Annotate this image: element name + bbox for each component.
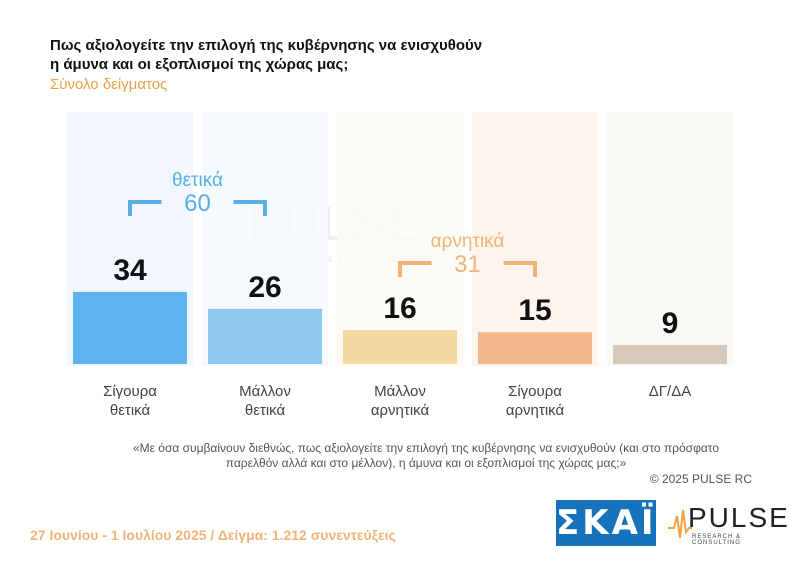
bar-value-label: 16: [383, 292, 416, 325]
pulse-logo: PULSE RESEARCH & CONSULTING: [668, 502, 788, 548]
category-label: ΔΓ/ΔΑ: [649, 383, 691, 400]
bar: [73, 291, 187, 364]
group-label: αρνητικά: [431, 231, 505, 252]
pulse-logo-sub: RESEARCH & CONSULTING: [692, 534, 742, 546]
pulse-wave-icon: [668, 509, 692, 539]
note-line-1: «Με όσα συμβαίνουν διεθνώς, πως αξιολογε…: [132, 441, 720, 455]
group-bracket-right: [503, 261, 537, 277]
category-label: Σίγουρα: [103, 383, 157, 400]
title-line-2: η άμυνα και οι εξοπλισμοί της χώρας μας;: [50, 56, 349, 73]
bar-value-label: 9: [662, 307, 679, 340]
group-bracket-left: [128, 200, 162, 216]
group-total: 60: [184, 190, 211, 217]
group-bracket-right: [233, 200, 267, 216]
footer-sample-info: 27 Ιουνίου - 1 Ιουλίου 2025 / Δείγμα: 1.…: [30, 527, 396, 543]
pulse-logo-name: PULSE: [688, 502, 790, 533]
chart-title: Πως αξιολογείτε την επιλογή της κυβέρνησ…: [50, 36, 570, 74]
category-label: Μάλλον: [374, 383, 426, 400]
category-label: Μάλλον: [239, 383, 291, 400]
chart-subtitle: Σύνολο δείγματος: [50, 76, 168, 93]
group-bracket-left: [398, 261, 432, 277]
category-label: θετικά: [110, 402, 151, 419]
bar: [613, 344, 727, 364]
watermark-sub: RESEARCH & CONSULTING: [271, 255, 398, 264]
category-label: θετικά: [245, 402, 286, 419]
group-total: 31: [454, 251, 481, 278]
column-background: [607, 112, 733, 366]
column-background: [337, 112, 463, 366]
category-label: αρνητικά: [371, 402, 430, 419]
question-note: «Με όσα συμβαίνουν διεθνώς, πως αξιολογε…: [100, 441, 752, 471]
bar-value-label: 34: [113, 254, 147, 287]
note-line-2: παρελθόν αλλά και στο μέλλον), η άμυνα κ…: [225, 456, 627, 470]
column-background: [472, 112, 598, 366]
bar: [208, 308, 322, 364]
copyright-text: © 2025 PULSE RC: [649, 472, 752, 486]
category-label: Σίγουρα: [508, 383, 562, 400]
title-line-1: Πως αξιολογείτε την επιλογή της κυβέρνησ…: [50, 37, 483, 54]
bar-value-label: 15: [518, 294, 551, 327]
bar: [343, 330, 457, 364]
skai-logo: ΣΚΑΪ: [556, 500, 656, 546]
group-label: θετικά: [172, 170, 223, 191]
bar: [478, 332, 592, 364]
category-label: αρνητικά: [506, 402, 565, 419]
bar-value-label: 26: [248, 271, 281, 304]
